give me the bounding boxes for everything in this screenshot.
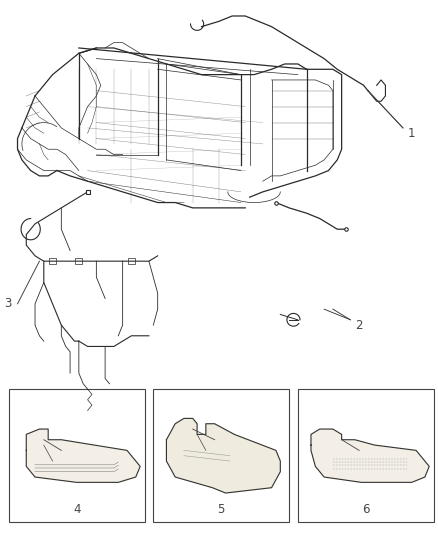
- Text: 2: 2: [355, 319, 362, 332]
- Bar: [9, 389, 145, 522]
- Text: 3: 3: [4, 297, 12, 310]
- Text: 4: 4: [73, 503, 81, 516]
- Bar: [75, 258, 82, 264]
- Bar: [298, 389, 434, 522]
- Bar: [49, 258, 56, 264]
- Bar: [128, 258, 135, 264]
- Polygon shape: [26, 429, 140, 482]
- Text: 6: 6: [362, 503, 370, 516]
- Bar: [153, 389, 289, 522]
- Polygon shape: [166, 418, 280, 493]
- Text: 1: 1: [407, 127, 415, 140]
- Text: 5: 5: [218, 503, 225, 516]
- Polygon shape: [311, 429, 429, 482]
